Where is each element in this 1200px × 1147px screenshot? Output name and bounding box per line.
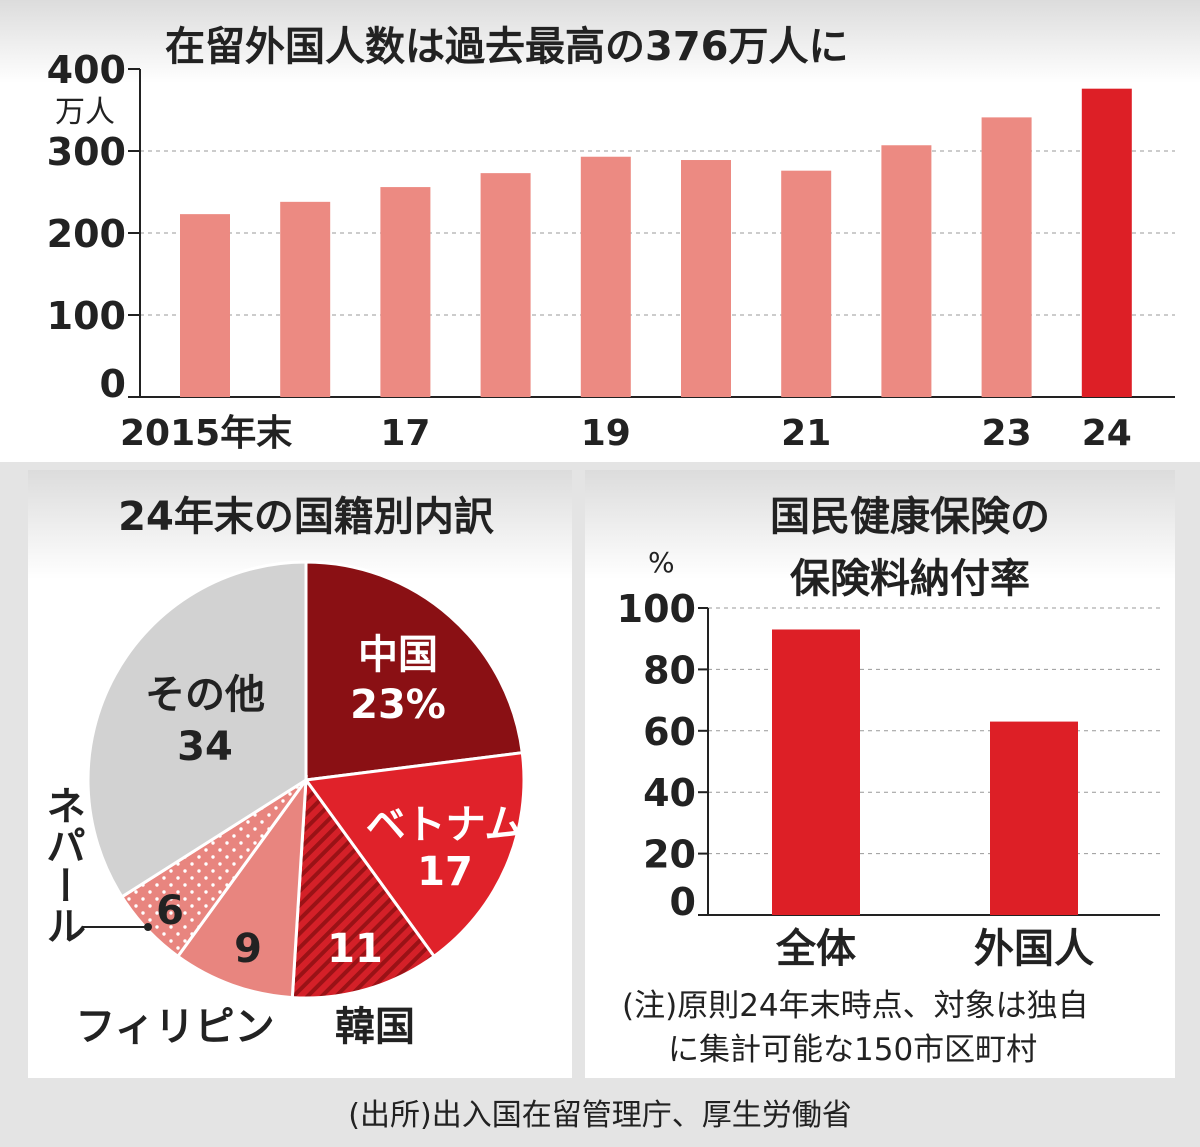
x-tick-label: 21 (781, 413, 831, 454)
insurance-title-line1: 国民健康保険の (770, 494, 1050, 540)
y-tick-label: 300 (47, 130, 126, 174)
y-tick-label: 200 (47, 212, 126, 256)
pie-title: 24年末の国籍別内訳 (118, 494, 495, 540)
top-chart-ylabel: 万人 (55, 95, 115, 130)
nepal-leader-dot (144, 923, 152, 931)
note-line2: に集計可能な150市区町村 (668, 1032, 1037, 1068)
bar-2017 (380, 187, 431, 397)
x-tick-label: 17 (380, 413, 430, 454)
y-tick-label: 0 (670, 880, 696, 924)
source-note: (出所)出入国在留管理庁、厚生労働省 (348, 1098, 851, 1133)
x-tick-label: 全体 (775, 926, 856, 972)
pie-label: フィリピン (75, 1004, 274, 1050)
pie-value-label: 23% (350, 682, 446, 728)
bar-2024 (1081, 88, 1132, 398)
pie-value-label: 17 (417, 849, 473, 895)
pie-label: ベトナム (366, 802, 525, 848)
bar-2021 (781, 170, 832, 397)
note-line1: (注)原則24年末時点、対象は独自 (622, 988, 1089, 1024)
y-tick-label: 20 (643, 833, 696, 877)
pie-slice-1 (303, 751, 526, 959)
y-tick-label: 80 (643, 648, 696, 692)
y-tick-label: 400 (47, 48, 126, 92)
bar-2018 (480, 173, 531, 397)
insurance-title-line2: 保険料納付率 (790, 556, 1030, 602)
x-tick-label: 2015年末 (120, 413, 292, 454)
pie-slice-2 (290, 775, 437, 1000)
pie-label-nepal: ネパール (39, 785, 85, 945)
insurance-ylabel: % (648, 546, 675, 579)
y-tick-label: 60 (643, 710, 696, 754)
pie-value-label: 11 (327, 926, 383, 972)
pie-label: その他 (145, 672, 265, 718)
bar-2015 (180, 214, 230, 397)
pie-slice-0 (304, 560, 524, 782)
y-tick-label: 0 (100, 362, 126, 406)
x-tick-label: 19 (581, 413, 631, 454)
bar-全体 (772, 629, 860, 915)
pie-value-label: 34 (177, 724, 233, 770)
y-tick-label: 100 (617, 587, 696, 631)
bar-外国人 (990, 721, 1078, 915)
bar-2019 (580, 156, 631, 397)
pie-label: 韓国 (335, 1004, 415, 1050)
y-tick-label: 100 (47, 294, 126, 338)
x-tick-label: 24 (1082, 413, 1132, 454)
bar-2016 (280, 201, 331, 397)
bar-2023 (981, 117, 1032, 397)
x-tick-label: 23 (982, 413, 1032, 454)
pie-value-label: 6 (156, 888, 184, 934)
pie-label: 中国 (358, 632, 438, 678)
pie-value-label: 9 (234, 926, 262, 972)
bar-2022 (881, 145, 932, 397)
top-chart-title: 在留外国人数は過去最高の376万人に (165, 24, 849, 70)
pie-slice-5 (86, 560, 308, 899)
x-tick-label: 外国人 (974, 926, 1094, 972)
bar-2020 (681, 160, 731, 397)
y-tick-label: 40 (643, 771, 696, 815)
pie-slice-3 (175, 774, 308, 1000)
